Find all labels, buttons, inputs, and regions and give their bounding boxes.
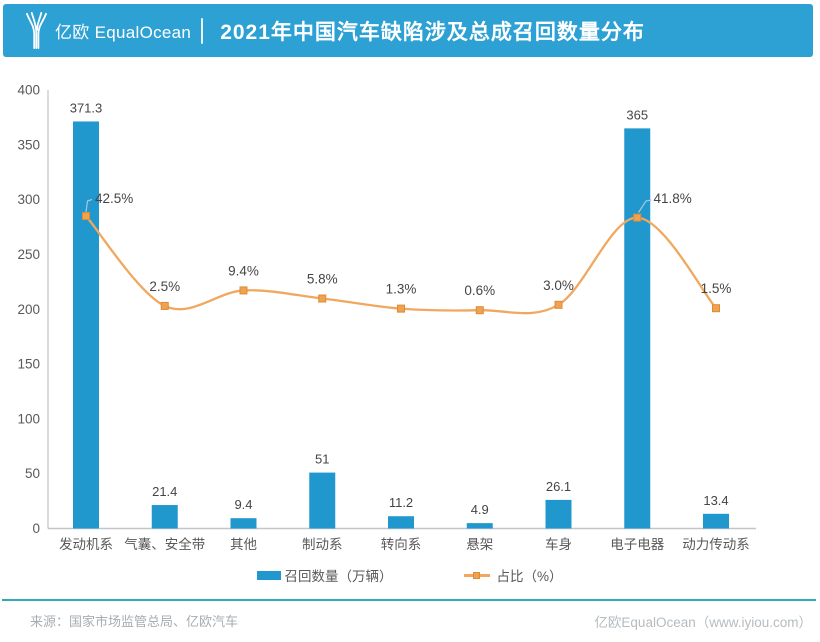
logo-text: 亿欧 EqualOcean [55,23,192,42]
bar-value-label: 11.2 [389,495,413,510]
bar-value-label: 9.4 [234,497,252,512]
y-tick-label: 0 [32,521,40,536]
share-value-label: 42.5% [95,191,133,206]
category-label: 其他 [230,537,257,552]
recall-bar [545,499,572,529]
recall-bar [309,472,336,529]
share-marker [318,294,327,303]
category-label: 气囊、安全带 [124,536,205,552]
source-text: 来源：国家市场监管总局、亿欧汽车 [30,614,239,629]
bar-value-label: 371.3 [70,100,103,115]
bar-value-label: 4.9 [471,502,489,517]
legend-bar-swatch [257,570,282,580]
category-label: 动力传动系 [682,537,750,552]
recall-bar [466,523,493,529]
label-leader-line [85,198,93,213]
recall-bar [230,518,257,529]
category-label: 转向系 [381,537,422,552]
bar-value-label: 365 [626,107,648,122]
equalocean-logo-icon [26,11,47,49]
bar-value-label: 51 [315,452,329,467]
category-label: 车身 [545,536,572,552]
recall-bar [151,505,178,529]
equalocean-logo: 亿欧 EqualOcean [23,11,191,51]
share-value-label: 41.8% [654,191,692,206]
page-title: 2021年中国汽车缺陷涉及总成召回数量分布 [220,20,645,44]
y-tick-label: 400 [17,83,40,98]
share-marker [160,301,169,310]
share-marker [239,286,248,295]
share-marker [82,212,90,221]
recall-bar [624,128,651,529]
legend-share-label: 占比（%） [496,569,563,584]
share-value-label: 1.5% [701,281,732,296]
share-value-label: 3.0% [543,278,574,293]
y-tick-label: 100 [17,411,40,426]
share-value-label: 5.8% [307,272,338,287]
y-tick-label: 200 [17,302,40,317]
chart-legend: 召回数量（万辆） 占比（%） [0,565,820,585]
label-leader-line [637,199,652,213]
y-tick-label: 300 [17,192,40,207]
bar-value-label: 21.4 [152,484,177,499]
y-tick-label: 150 [17,357,40,372]
legend-recall-label: 召回数量（万辆） [284,569,393,584]
share-value-label: 2.5% [149,279,180,294]
share-marker [712,304,720,313]
y-tick-label: 250 [17,247,40,262]
recall-bar [73,121,99,529]
legend-item-recall: 召回数量（万辆） [257,565,392,585]
share-value-label: 1.3% [386,282,417,297]
legend-marker-icon [473,571,481,579]
share-marker [633,213,642,222]
recall-bar [388,516,414,529]
share-marker [554,300,563,309]
category-label: 电子电器 [610,537,664,552]
category-label: 悬架 [466,537,493,552]
share-marker [397,304,405,313]
legend-line-swatch [464,571,491,579]
credit-text: 亿欧EqualOcean（www.iyiou.com） [594,615,812,630]
category-label: 发动机系 [59,537,113,552]
y-tick-label: 350 [17,137,40,152]
bar-value-label: 13.4 [703,493,728,508]
footer-divider [2,599,816,601]
share-value-label: 0.6% [464,283,495,298]
bar-value-label: 26.1 [546,479,571,494]
share-marker [475,306,484,315]
share-value-label: 9.4% [228,263,259,278]
category-label: 制动系 [302,537,343,552]
legend-item-share: 占比（%） [464,565,563,585]
header-divider [201,17,204,44]
y-tick-label: 50 [25,466,40,481]
header-banner: 亿欧 EqualOcean 2021年中国汽车缺陷涉及总成召回数量分布 [3,4,813,57]
share-line [85,215,717,315]
recall-bar [703,513,729,529]
